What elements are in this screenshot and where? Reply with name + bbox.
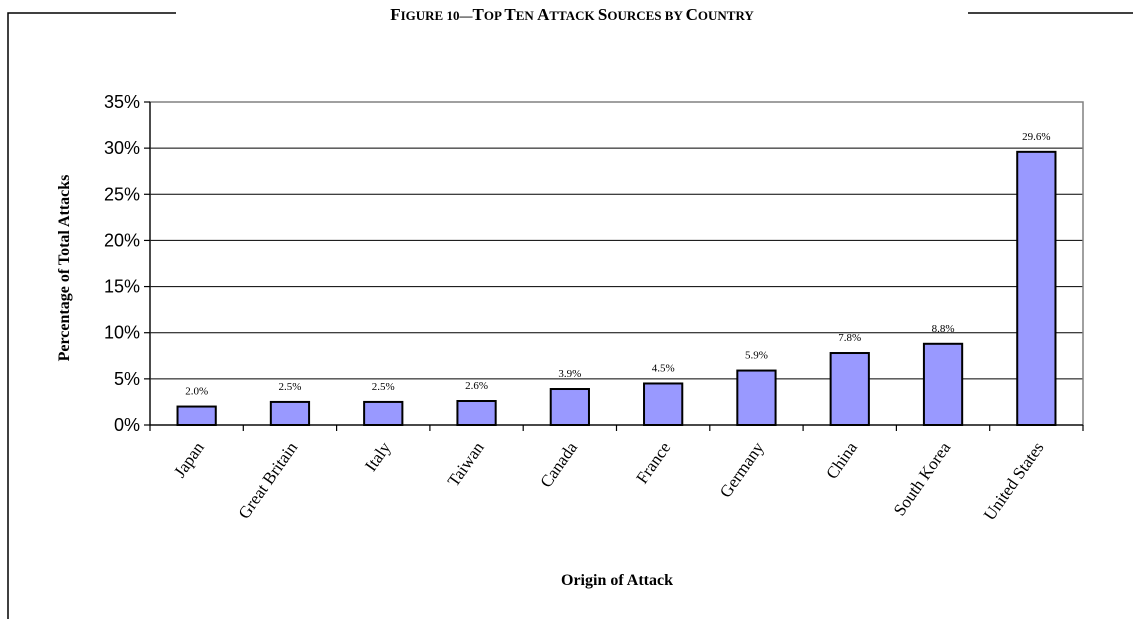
x-tick-label: Italy	[361, 438, 395, 475]
data-labels: 2.0% 2.5% 2.5% 2.6% 3.9% 4.5% 5.9% 7.8% 8.8% 29.6…	[185, 131, 1050, 398]
axes	[144, 101, 1084, 431]
figure-title-part: T	[472, 5, 484, 24]
y-tick-label: 5%	[114, 369, 140, 389]
x-tick-label: Germany	[716, 438, 768, 501]
bar-value-label: 4.5%	[652, 362, 675, 374]
y-tick-label: 30%	[104, 138, 140, 158]
bar	[549, 388, 590, 427]
x-tick-label: Japan	[170, 438, 208, 481]
y-tick-labels: 0% 5% 10% 15% 20% 25% 30% 35%	[104, 92, 140, 435]
bar	[736, 369, 777, 426]
y-tick-label: 15%	[104, 277, 140, 297]
figure-title-part: F	[390, 5, 400, 24]
y-tick-label: 35%	[104, 92, 140, 112]
x-tick-label: China	[822, 438, 861, 483]
figure-frame	[7, 12, 1133, 619]
figure-title: FIGURE 10—TOP TEN ATTACK SOURCES BY COUN…	[390, 5, 754, 24]
gridlines	[150, 147, 1083, 380]
bars	[176, 150, 1057, 427]
x-tick-label: Taiwan	[444, 438, 488, 490]
frame-left-segment	[7, 12, 176, 619]
x-tick-label: South Korea	[890, 438, 955, 519]
bar	[269, 400, 311, 426]
figure-title-part: C	[686, 5, 698, 24]
x-tick-labels: Japan Great Britain Italy Taiwan Canada Franc…	[170, 438, 1047, 524]
figure-title-part: TTACK	[549, 8, 598, 23]
bar-value-label: 2.5%	[278, 381, 301, 393]
bar-value-label: 2.6%	[465, 380, 488, 392]
figure-title-part: S	[598, 5, 607, 24]
y-tick-label: 20%	[104, 230, 140, 250]
bar	[456, 400, 497, 426]
bar-value-label: 8.8%	[932, 323, 955, 335]
y-axis-title: Percentage of Total Attacks	[56, 175, 73, 362]
y-tick-label: 25%	[104, 184, 140, 204]
figure-title-part: OURCES BY	[607, 8, 685, 23]
x-axis-title: Origin of Attack	[561, 572, 673, 589]
bar-value-label: 7.8%	[838, 332, 861, 344]
figure-title-part: A	[537, 5, 550, 24]
bar	[176, 405, 217, 426]
bar	[643, 382, 684, 427]
x-tick-label: France	[632, 438, 674, 487]
figure-title-part: OP	[484, 8, 505, 23]
bar-value-label: 5.9%	[745, 350, 768, 362]
figure-title-part: T	[504, 5, 516, 24]
figure-title-part: IGURE 10—	[401, 8, 474, 23]
y-tick-label: 0%	[114, 415, 140, 435]
bar-value-label: 3.9%	[558, 368, 581, 380]
bar-value-label: 29.6%	[1022, 131, 1050, 143]
bar	[1016, 150, 1057, 426]
bar-value-label: 2.0%	[185, 386, 208, 398]
figure-title-part: OUNTRY	[698, 8, 754, 23]
bar	[922, 342, 964, 426]
bar-value-label: 2.5%	[372, 381, 395, 393]
x-tick-label: United States	[980, 438, 1048, 524]
figure-title-part: EN	[516, 8, 537, 23]
x-tick-label: Canada	[536, 438, 581, 491]
y-tick-label: 10%	[104, 323, 140, 343]
plot-area: 2.0% 2.5% 2.5% 2.6% 3.9% 4.5% 5.9% 7.8% 8.8% 29.6…	[104, 92, 1084, 524]
bar	[829, 352, 870, 427]
bar	[363, 400, 404, 426]
x-tick-label: Great Britain	[234, 438, 301, 522]
